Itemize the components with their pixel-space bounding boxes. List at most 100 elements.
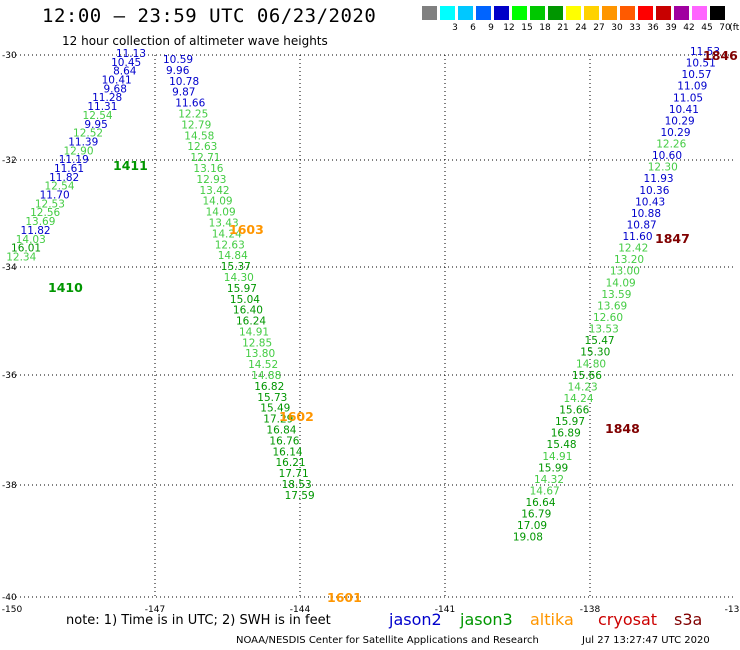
satellite-name: jason2 bbox=[389, 610, 442, 629]
wave-height-value: 16.40 bbox=[233, 305, 263, 317]
scale-label: 45 bbox=[701, 23, 713, 33]
wave-height-value: 13.43 bbox=[209, 218, 239, 230]
wave-height-value: 10.51 bbox=[686, 58, 716, 70]
wave-height-value: 14.88 bbox=[251, 370, 281, 382]
wave-height-value: 10.41 bbox=[102, 75, 132, 87]
satellite-name: jason3 bbox=[460, 610, 513, 629]
wave-height-value: 18.53 bbox=[282, 479, 312, 491]
wave-height-value: 14.03 bbox=[16, 234, 46, 246]
wave-height-value: 12.71 bbox=[190, 152, 220, 164]
scale-swatch bbox=[710, 6, 725, 20]
scale-swatch bbox=[692, 6, 707, 20]
scale-swatch bbox=[584, 6, 599, 20]
wave-height-value: 10.78 bbox=[169, 76, 199, 88]
wave-height-value: 11.19 bbox=[59, 154, 89, 166]
wave-height-value: 12.30 bbox=[648, 162, 678, 174]
wave-height-value: 11.61 bbox=[54, 163, 84, 175]
wave-height-value: 15.30 bbox=[580, 347, 610, 359]
wave-height-value: 16.01 bbox=[11, 243, 41, 255]
wave-height-value: 10.88 bbox=[631, 208, 661, 220]
scale-label: 27 bbox=[593, 23, 605, 33]
wave-height-value: 14.09 bbox=[203, 196, 233, 208]
wave-height-value: 13.80 bbox=[245, 348, 275, 360]
wave-height-value: 14.58 bbox=[184, 130, 214, 142]
wave-height-value: 14.24 bbox=[212, 228, 242, 240]
lat-label: -40 bbox=[2, 593, 17, 603]
wave-height-value: 15.99 bbox=[538, 462, 568, 474]
wave-height-value: 11.09 bbox=[677, 81, 707, 93]
wave-height-value: 13.00 bbox=[610, 266, 640, 278]
wave-height-value: 10.87 bbox=[627, 220, 657, 232]
pass-time-label: 1847 bbox=[655, 231, 690, 246]
wave-height-value: 11.70 bbox=[40, 190, 70, 202]
pass-time-label: 1410 bbox=[48, 280, 83, 295]
wave-height-value: 14.80 bbox=[576, 358, 606, 370]
wave-height-value: 12.54 bbox=[44, 181, 74, 193]
wave-height-value: 10.60 bbox=[652, 150, 682, 162]
wave-height-value: 11.39 bbox=[68, 137, 98, 149]
wave-height-value: 11.93 bbox=[644, 173, 674, 185]
timestamp-text: Jul 27 13:27:47 UTC 2020 bbox=[582, 635, 710, 646]
scale-swatch bbox=[566, 6, 581, 20]
wave-height-value: 14.30 bbox=[224, 272, 254, 284]
scale-swatch bbox=[476, 6, 491, 20]
wave-height-value: 16.82 bbox=[254, 381, 284, 393]
wave-height-value: 15.73 bbox=[257, 392, 287, 404]
lon-label: -141 bbox=[435, 605, 455, 615]
wave-height-value: 11.82 bbox=[21, 225, 51, 237]
wave-height-value: 14.32 bbox=[534, 474, 564, 486]
wave-height-value: 14.24 bbox=[563, 393, 593, 405]
wave-height-value: 11.31 bbox=[87, 101, 117, 113]
wave-height-value: 12.54 bbox=[83, 110, 113, 122]
wave-height-value: 12.63 bbox=[215, 239, 245, 251]
lat-label: -32 bbox=[2, 156, 17, 166]
scale-swatch bbox=[458, 6, 473, 20]
wave-height-value: 13.42 bbox=[200, 185, 230, 197]
wave-height-value: 13.20 bbox=[614, 254, 644, 266]
scale-swatch bbox=[494, 6, 509, 20]
scale-label: 12 bbox=[503, 23, 515, 33]
credit-text: NOAA/NESDIS Center for Satellite Applica… bbox=[236, 635, 539, 646]
wave-height-value: 13.53 bbox=[589, 324, 619, 336]
wave-height-value: 10.36 bbox=[639, 185, 669, 197]
wave-height-value: 9.68 bbox=[104, 83, 127, 95]
scale-label: 6 bbox=[470, 23, 476, 33]
scale-swatch bbox=[512, 6, 527, 20]
pass-time-label: 1601 bbox=[327, 590, 362, 605]
wave-height-value: 13.69 bbox=[25, 216, 55, 228]
scale-label: 70 bbox=[719, 23, 731, 33]
wave-height-value: 16.76 bbox=[269, 435, 299, 447]
wave-height-value: 14.09 bbox=[206, 207, 236, 219]
lat-label: -34 bbox=[2, 263, 17, 273]
satellite-name: altika bbox=[530, 610, 574, 629]
wave-height-value: 10.57 bbox=[682, 69, 712, 81]
wave-height-value: 11.28 bbox=[92, 92, 122, 104]
scale-swatch bbox=[422, 6, 437, 20]
wave-height-value: 17.29 bbox=[263, 414, 293, 426]
wave-height-value: 9.87 bbox=[172, 87, 195, 99]
wave-height-value: 12.25 bbox=[178, 109, 208, 121]
wave-height-value: 9.96 bbox=[166, 65, 190, 77]
wave-height-value: 14.91 bbox=[239, 326, 269, 338]
scale-label: 9 bbox=[488, 23, 494, 33]
wave-height-value: 12.56 bbox=[30, 207, 60, 219]
wave-height-value: 12.42 bbox=[618, 243, 648, 255]
scale-swatch bbox=[440, 6, 455, 20]
lat-label: -38 bbox=[2, 481, 17, 491]
scale-label: 36 bbox=[647, 23, 659, 33]
wave-height-value: 14.91 bbox=[542, 451, 572, 463]
wave-height-value: 12.90 bbox=[63, 145, 93, 157]
wave-height-value: 13.69 bbox=[597, 300, 627, 312]
wave-height-value: 12.26 bbox=[656, 139, 686, 151]
wave-height-value: 13.16 bbox=[193, 163, 223, 175]
wave-height-value: 12.34 bbox=[6, 252, 36, 264]
scale-label: 15 bbox=[521, 23, 533, 33]
wave-height-value: 16.84 bbox=[266, 425, 296, 437]
wave-height-value: 12.85 bbox=[242, 337, 272, 349]
pass-time-label: 1846 bbox=[703, 48, 738, 63]
wave-height-value: 15.49 bbox=[260, 403, 290, 415]
scale-label: 21 bbox=[557, 23, 569, 33]
wave-height-value: 8.64 bbox=[113, 66, 137, 78]
wave-height-value: 16.64 bbox=[525, 497, 555, 509]
